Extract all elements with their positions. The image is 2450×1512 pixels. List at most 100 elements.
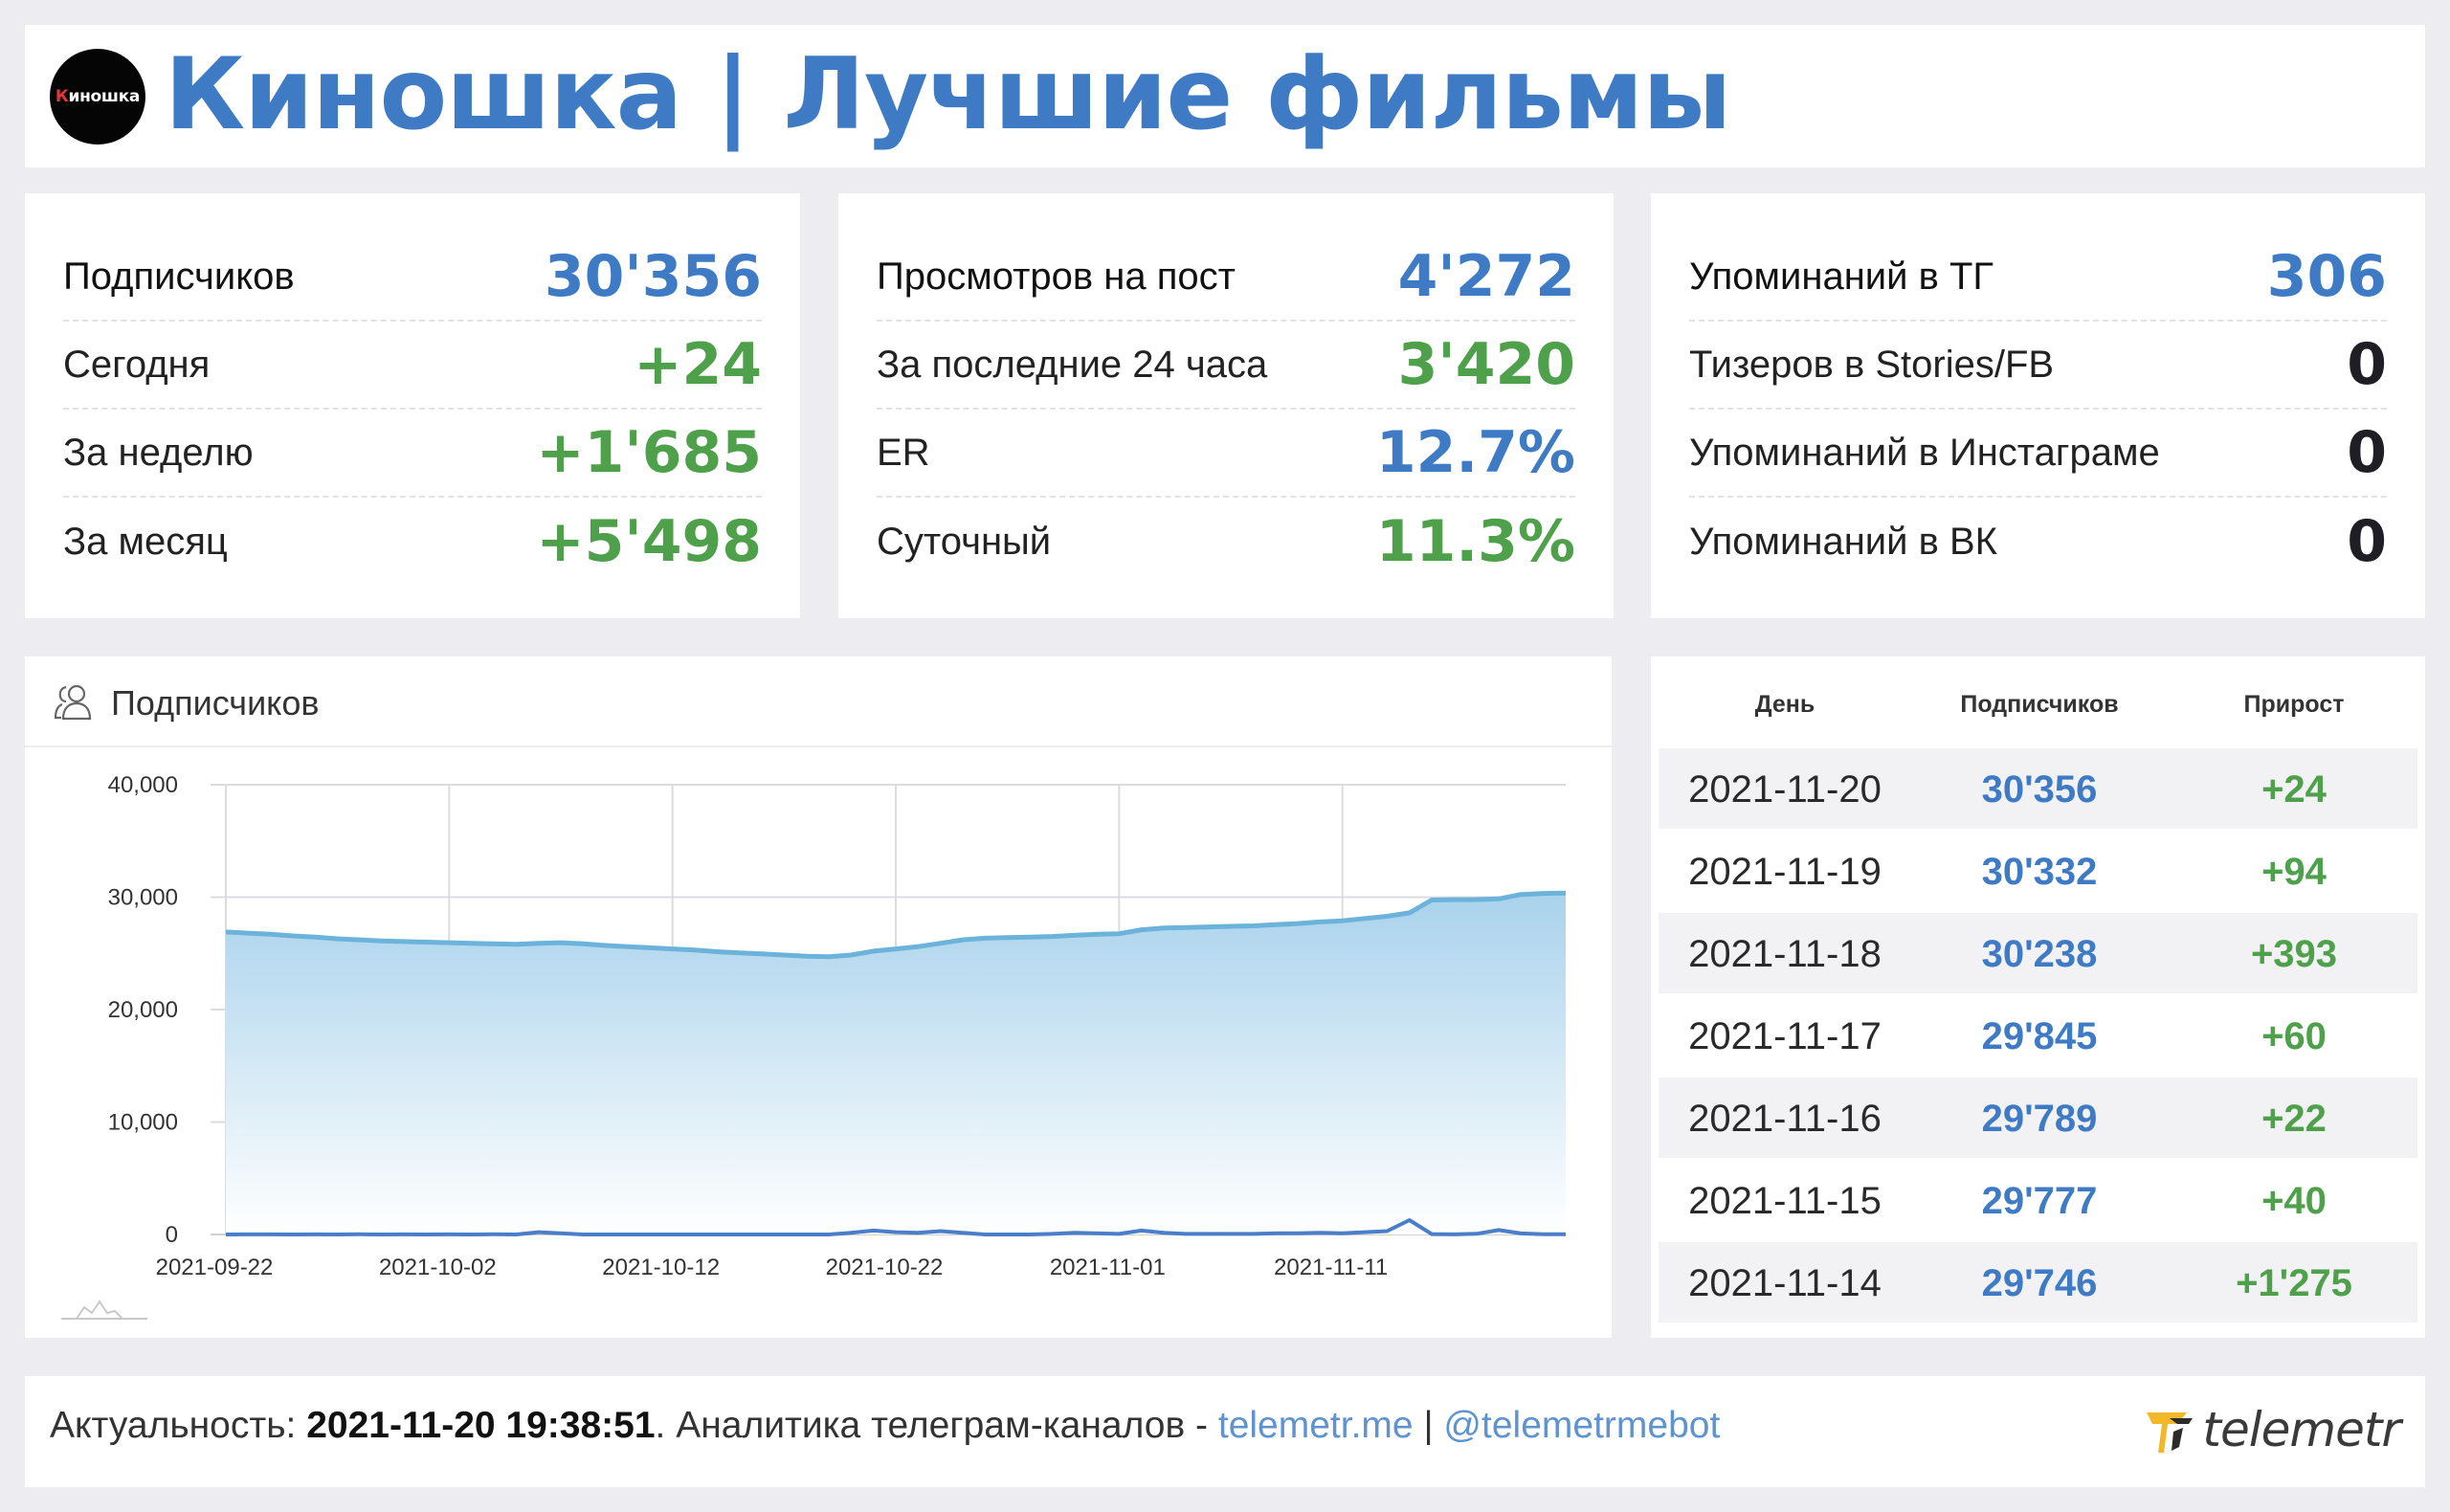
cell-day: 2021-11-17 (1688, 1015, 1882, 1057)
column-header-subscribers: Подписчиков (1960, 691, 2119, 718)
stat-value: 3'420 (1397, 331, 1575, 398)
stat-value: 0 (2347, 419, 2387, 486)
stat-label: Упоминаний в Инстаграме (1689, 431, 2160, 474)
chart-navigator-icon[interactable] (59, 1294, 149, 1321)
stat-value: 12.7% (1375, 419, 1575, 486)
stat-row-month: За месяц +5'498 (63, 498, 762, 586)
cell-subscribers: 30'238 (1981, 933, 2098, 975)
stat-row-instagram-mentions: Упоминаний в Инстаграме 0 (1689, 410, 2387, 498)
stat-row-er: ER 12.7% (877, 410, 1575, 498)
subscribers-line (225, 890, 1567, 960)
stat-row-tg-mentions: Упоминаний в ТГ 306 (1689, 233, 2387, 322)
cell-day: 2021-11-15 (1688, 1180, 1882, 1222)
subscribers-chart-panel: Подписчиков 0 10,000 20,000 30,000 40,000 202… (25, 656, 1612, 1338)
cell-day: 2021-11-16 (1688, 1098, 1882, 1140)
stat-value: 11.3% (1375, 508, 1575, 575)
telemetr-bot-link[interactable]: @telemetrmebot (1443, 1405, 1721, 1446)
stat-row-today: Сегодня +24 (63, 322, 762, 410)
cell-growth: +24 (2261, 768, 2327, 811)
x-tick-label: 2021-11-11 (1274, 1255, 1388, 1280)
cell-growth: +1'275 (2236, 1262, 2352, 1304)
stat-value: +1'685 (536, 419, 762, 486)
stat-label: Тизеров в Stories/FB (1689, 343, 2055, 386)
footer: Актуальность: 2021-11-20 19:38:51. Анали… (25, 1376, 2425, 1487)
stat-row-vk-mentions: Упоминаний в ВК 0 (1689, 498, 2387, 586)
update-timestamp: 2021-11-20 19:38:51 (306, 1405, 656, 1446)
column-header-day: День (1754, 691, 1815, 718)
stat-label: Подписчиков (63, 255, 295, 298)
telemetr-logo[interactable]: telemetr (2145, 1402, 2401, 1457)
y-tick-label: 10,000 (108, 1110, 178, 1136)
y-tick-label: 0 (166, 1222, 178, 1248)
stat-label: За месяц (63, 520, 228, 563)
subscribers-stats-card: Подписчиков 30'356 Сегодня +24 За неделю… (25, 193, 800, 618)
telemetr-logo-icon (2147, 1412, 2194, 1453)
stat-label: За последние 24 часа (877, 343, 1268, 386)
users-icon (54, 684, 92, 721)
column-header-growth: Прирост (2243, 691, 2345, 718)
stat-row-views-per-post: Просмотров на пост 4'272 (877, 233, 1575, 322)
stat-row-stories-teasers: Тизеров в Stories/FB 0 (1689, 322, 2387, 410)
chart-header: Подписчиков (25, 656, 1612, 747)
stat-row-last-24h: За последние 24 часа 3'420 (877, 322, 1575, 410)
stat-value: 0 (2347, 331, 2387, 398)
x-tick-label: 2021-10-12 (602, 1255, 720, 1280)
cell-subscribers: 29'845 (1981, 1015, 2098, 1057)
cell-subscribers: 29'777 (1981, 1180, 2098, 1222)
table-row: 2021-11-18 30'238 +393 (1659, 913, 2417, 995)
stat-value: 0 (2347, 508, 2387, 575)
cell-growth: +40 (2261, 1180, 2327, 1222)
cell-growth: +60 (2261, 1015, 2327, 1057)
growth-line (225, 1218, 1566, 1236)
table-row: 2021-11-19 30'332 +94 (1659, 831, 2417, 913)
chart-title: Подписчиков (111, 683, 320, 723)
x-tick-label: 2021-09-22 (156, 1255, 274, 1280)
stat-row-week: За неделю +1'685 (63, 410, 762, 498)
channel-title: Киношка | Лучшие фильмы (165, 37, 1731, 152)
stat-value: 30'356 (544, 243, 762, 310)
cell-subscribers: 30'356 (1981, 768, 2098, 811)
cell-subscribers: 29'789 (1981, 1098, 2098, 1140)
stat-label: Суточный (877, 520, 1052, 563)
subscribers-area-fill (226, 893, 1566, 1234)
cell-day: 2021-11-18 (1688, 933, 1882, 975)
x-tick-label: 2021-10-02 (379, 1255, 497, 1280)
stat-value: 4'272 (1397, 243, 1575, 310)
telemetr-site-link[interactable]: telemetr.me (1217, 1405, 1414, 1446)
mentions-stats-card: Упоминаний в ТГ 306 Тизеров в Stories/FB… (1651, 193, 2425, 618)
stat-label: За неделю (63, 431, 254, 474)
views-stats-card: Просмотров на пост 4'272 За последние 24… (838, 193, 1614, 618)
stat-label: ER (877, 431, 930, 474)
cell-day: 2021-11-20 (1688, 768, 1882, 811)
cell-day: 2021-11-14 (1688, 1262, 1882, 1304)
table-row: 2021-11-15 29'777 +40 (1659, 1160, 2417, 1242)
stat-value: +24 (634, 331, 762, 398)
table-row: 2021-11-20 30'356 +24 (1659, 748, 2417, 831)
stat-label: Просмотров на пост (877, 255, 1236, 298)
table-row: 2021-11-14 29'746 +1'275 (1659, 1242, 2417, 1324)
y-tick-label: 40,000 (108, 772, 178, 798)
cell-growth: +22 (2261, 1098, 2327, 1140)
table-row: 2021-11-17 29'845 +60 (1659, 995, 2417, 1078)
x-tick-label: 2021-11-01 (1050, 1255, 1166, 1280)
stat-row-daily-er: Суточный 11.3% (877, 498, 1575, 586)
y-tick-label: 30,000 (108, 885, 178, 911)
stat-row-subscribers: Подписчиков 30'356 (63, 233, 762, 322)
table-row: 2021-11-16 29'789 +22 (1659, 1078, 2417, 1160)
cell-subscribers: 30'332 (1981, 851, 2098, 893)
stat-label: Упоминаний в ВК (1689, 520, 1997, 563)
cell-subscribers: 29'746 (1981, 1262, 2098, 1304)
stat-label: Упоминаний в ТГ (1689, 255, 1994, 298)
stat-value: 306 (2266, 243, 2387, 310)
y-tick-label: 20,000 (108, 997, 178, 1023)
cell-growth: +393 (2250, 933, 2338, 975)
stat-label: Сегодня (63, 343, 211, 386)
x-tick-label: 2021-10-22 (826, 1255, 944, 1280)
cell-day: 2021-11-19 (1688, 851, 1882, 893)
daily-growth-table: День Подписчиков Прирост 2021-11-20 30'3… (1651, 656, 2425, 1338)
cell-growth: +94 (2261, 851, 2327, 893)
stat-value: +5'498 (536, 508, 762, 575)
subscribers-area-chart[interactable]: 0 10,000 20,000 30,000 40,000 2021-09-22 2021-… (25, 747, 1612, 1338)
